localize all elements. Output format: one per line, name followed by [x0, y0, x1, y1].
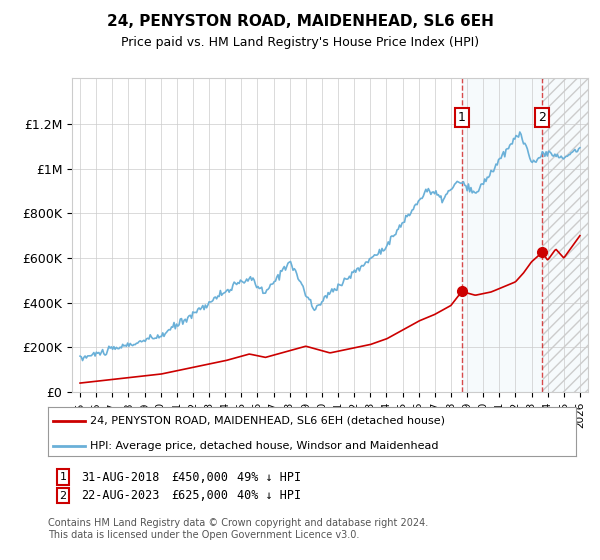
Text: £625,000: £625,000 [171, 489, 228, 502]
Text: 2: 2 [538, 111, 546, 124]
Text: 22-AUG-2023: 22-AUG-2023 [81, 489, 160, 502]
Text: 31-AUG-2018: 31-AUG-2018 [81, 470, 160, 484]
Text: 24, PENYSTON ROAD, MAIDENHEAD, SL6 6EH: 24, PENYSTON ROAD, MAIDENHEAD, SL6 6EH [107, 14, 493, 29]
Text: 1: 1 [59, 472, 67, 482]
Text: Price paid vs. HM Land Registry's House Price Index (HPI): Price paid vs. HM Land Registry's House … [121, 36, 479, 49]
Text: 49% ↓ HPI: 49% ↓ HPI [237, 470, 301, 484]
Text: 24, PENYSTON ROAD, MAIDENHEAD, SL6 6EH (detached house): 24, PENYSTON ROAD, MAIDENHEAD, SL6 6EH (… [90, 416, 445, 426]
Text: 1: 1 [458, 111, 466, 124]
Text: 2: 2 [59, 491, 67, 501]
Text: Contains HM Land Registry data © Crown copyright and database right 2024.
This d: Contains HM Land Registry data © Crown c… [48, 518, 428, 540]
Bar [462, 78, 588, 392]
Bar [542, 78, 588, 392]
Text: 40% ↓ HPI: 40% ↓ HPI [237, 489, 301, 502]
Text: HPI: Average price, detached house, Windsor and Maidenhead: HPI: Average price, detached house, Wind… [90, 441, 439, 451]
Text: £450,000: £450,000 [171, 470, 228, 484]
